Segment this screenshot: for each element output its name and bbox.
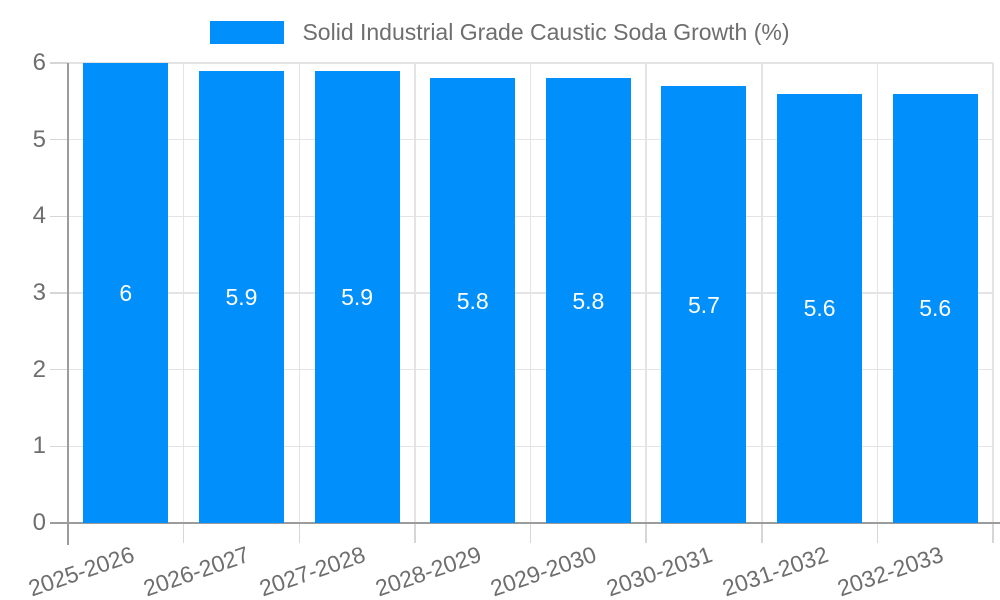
x-axis-tick-label: 2031-2032: [718, 541, 832, 600]
x-axis-tick: [761, 523, 763, 543]
y-axis-tick: [50, 215, 68, 218]
x-axis-tick-label: 2027-2028: [256, 541, 369, 600]
bar[interactable]: [198, 70, 284, 523]
legend-item[interactable]: Solid Industrial Grade Caustic Soda Grow…: [210, 18, 790, 46]
bar-value-label: 5.8: [456, 287, 489, 314]
v-gridline: [298, 63, 300, 523]
bar[interactable]: [430, 78, 516, 523]
y-axis-tick-label: 5: [32, 125, 46, 153]
y-axis-tick: [50, 62, 68, 64]
bar-value-label: 5.7: [687, 291, 720, 318]
bar-value-label: 5.8: [572, 287, 605, 314]
v-gridline: [414, 63, 416, 523]
x-axis-tick: [529, 523, 532, 543]
y-axis-tick-label: 2: [32, 355, 46, 383]
x-axis-tick-label: 2030-2031: [602, 541, 716, 600]
bar[interactable]: [545, 78, 631, 523]
y-axis-tick: [50, 368, 68, 371]
x-axis-tick: [645, 523, 647, 543]
x-axis-tick-label: 2028-2029: [371, 541, 485, 600]
bar-value-label: 5.9: [225, 283, 258, 310]
y-axis-tick: [50, 292, 68, 294]
x-axis-tick: [876, 523, 879, 543]
x-axis-tick: [414, 523, 416, 543]
x-axis-tick-label: 2025-2026: [24, 541, 138, 600]
bar[interactable]: [892, 93, 978, 523]
y-axis-tick-label: 3: [32, 279, 46, 306]
y-axis-tick-label: 0: [32, 509, 46, 536]
x-axis-tick-label: 2032-2033: [834, 541, 947, 600]
bar-value-label: 5.6: [919, 295, 952, 322]
v-gridline: [992, 63, 994, 523]
y-axis-tick-label: 6: [32, 49, 46, 76]
bar-value-label: 5.6: [803, 295, 836, 322]
bar-value-label: 6: [119, 280, 133, 306]
x-axis-line: [50, 522, 1000, 524]
legend-swatch-icon: [210, 20, 285, 44]
v-gridline: [529, 63, 532, 523]
y-axis-tick-label: 4: [32, 202, 46, 230]
x-axis-tick: [992, 523, 994, 543]
bar-value-label: 5.9: [341, 283, 374, 310]
x-axis-tick: [298, 523, 300, 543]
v-gridline: [761, 63, 763, 523]
y-axis-tick: [50, 138, 68, 141]
v-gridline: [645, 63, 647, 523]
bar[interactable]: [661, 86, 747, 523]
bar[interactable]: [314, 70, 400, 523]
v-gridline: [876, 63, 879, 523]
bar[interactable]: [83, 63, 169, 523]
v-gridline: [182, 63, 185, 523]
bar[interactable]: [777, 93, 863, 523]
x-axis-tick-label: 2026-2027: [140, 541, 253, 600]
legend-label: Solid Industrial Grade Caustic Soda Grow…: [302, 19, 790, 45]
y-axis-tick: [50, 445, 68, 448]
legend: Solid Industrial Grade Caustic Soda Grow…: [0, 18, 1000, 46]
x-axis-tick: [182, 523, 185, 543]
y-axis-line: [67, 63, 69, 545]
x-axis-tick-label: 2029-2030: [487, 541, 600, 600]
y-axis-tick-label: 1: [32, 432, 46, 460]
